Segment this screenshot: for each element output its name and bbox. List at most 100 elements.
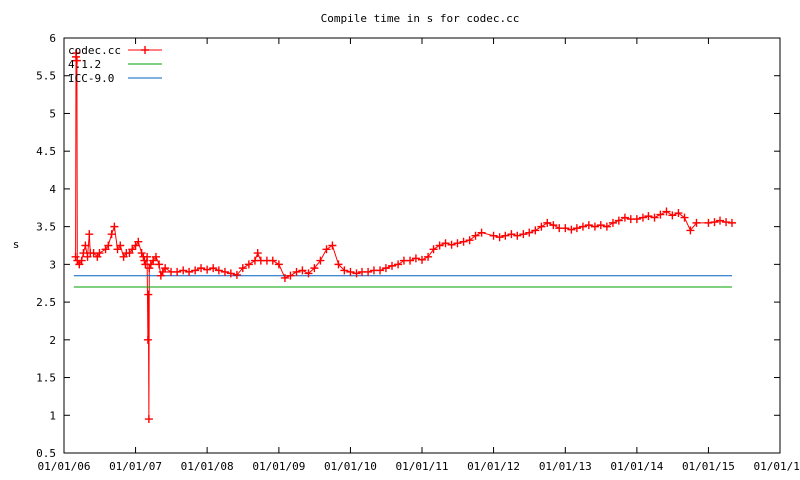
data-point	[191, 266, 200, 275]
y-tick-label: 2.5	[36, 296, 56, 309]
data-point	[71, 252, 80, 261]
y-axis-ticks: 0.5 1 1.5 2 2.5 3 3.5 4 4.5 5 5.5 6	[36, 32, 780, 460]
data-point	[209, 264, 218, 273]
data-point	[137, 249, 146, 258]
series-lines	[73, 53, 733, 420]
data-point	[406, 256, 415, 265]
data-point	[232, 270, 241, 279]
series-points	[71, 49, 736, 424]
data-point	[501, 231, 510, 240]
data-point	[334, 260, 343, 269]
data-point	[489, 231, 498, 240]
legend-marker	[141, 46, 149, 54]
data-point	[316, 256, 325, 265]
data-point	[328, 241, 337, 250]
data-point	[203, 265, 212, 274]
data-point	[716, 216, 725, 225]
data-point	[197, 264, 206, 273]
data-point	[710, 218, 719, 227]
data-point	[411, 254, 420, 263]
x-tick-label: 01/01/06	[38, 460, 91, 473]
y-tick-label: 2	[49, 334, 56, 347]
y-tick-label: 3	[49, 258, 56, 271]
data-point	[674, 209, 683, 218]
data-point	[692, 218, 701, 227]
y-tick-label: 0.5	[36, 447, 56, 460]
y-axis-label: s	[13, 238, 20, 251]
chart-title: Compile time in s for codec.cc	[321, 12, 520, 25]
data-point	[525, 228, 534, 237]
data-point	[394, 260, 403, 269]
y-tick-label: 5	[49, 107, 56, 120]
data-point	[95, 249, 104, 258]
data-point	[220, 267, 229, 276]
y-tick-label: 1.5	[36, 372, 56, 385]
x-tick-label: 01/01/15	[682, 460, 735, 473]
x-tick-label: 01/01/13	[539, 460, 592, 473]
x-tick-label: 01/01/16	[754, 460, 800, 473]
data-point	[144, 415, 153, 424]
data-point	[79, 249, 88, 258]
data-point	[543, 218, 552, 227]
legend-label: 4.1.2	[68, 58, 101, 71]
data-point	[477, 228, 486, 237]
data-point	[381, 264, 390, 273]
data-point	[151, 252, 160, 261]
data-point	[590, 222, 599, 231]
data-point	[722, 218, 731, 227]
x-tick-label: 01/01/07	[109, 460, 162, 473]
data-point	[179, 266, 188, 275]
data-point	[352, 269, 361, 278]
data-point	[584, 221, 593, 230]
data-point	[310, 264, 319, 273]
data-point	[104, 241, 113, 250]
x-axis-ticks: 01/01/06 01/01/07 01/01/08 01/01/09 01/01/10…	[38, 38, 800, 473]
data-point	[561, 224, 570, 233]
data-point	[578, 222, 587, 231]
legend-label: ICC-9.0	[68, 72, 114, 85]
data-point	[72, 56, 81, 65]
data-point	[572, 224, 581, 233]
data-point	[298, 266, 307, 275]
data-point	[614, 216, 623, 225]
data-point	[668, 211, 677, 220]
data-point	[376, 266, 385, 275]
data-point	[280, 273, 289, 282]
data-point	[567, 225, 576, 234]
data-point	[727, 218, 736, 227]
y-tick-label: 4	[49, 183, 56, 196]
data-point	[161, 264, 170, 273]
data-point	[77, 256, 86, 265]
data-point	[145, 264, 154, 273]
data-point	[632, 215, 641, 224]
data-point	[507, 230, 516, 239]
data-point	[286, 271, 295, 280]
data-point	[274, 260, 283, 269]
data-point	[156, 271, 165, 280]
plot-frame	[63, 37, 781, 454]
data-point	[322, 245, 331, 254]
data-point	[364, 267, 373, 276]
data-point	[662, 207, 671, 216]
data-point	[185, 267, 194, 276]
y-tick-label: 1	[49, 409, 56, 422]
data-point	[173, 267, 182, 276]
data-point	[214, 266, 223, 275]
data-point	[418, 255, 426, 264]
data-point	[107, 230, 116, 239]
x-tick-label: 01/01/12	[467, 460, 520, 473]
data-point	[447, 240, 456, 249]
data-point	[620, 213, 629, 222]
data-point	[253, 249, 262, 258]
data-point	[81, 241, 90, 250]
y-tick-label: 4.5	[36, 145, 56, 158]
data-point	[531, 226, 540, 235]
x-tick-label: 01/01/11	[396, 460, 449, 473]
y-tick-label: 6	[49, 32, 56, 45]
data-point	[441, 239, 450, 248]
x-tick-label: 01/01/09	[252, 460, 305, 473]
data-point	[465, 236, 474, 245]
data-point	[116, 241, 125, 250]
data-point	[244, 260, 253, 269]
